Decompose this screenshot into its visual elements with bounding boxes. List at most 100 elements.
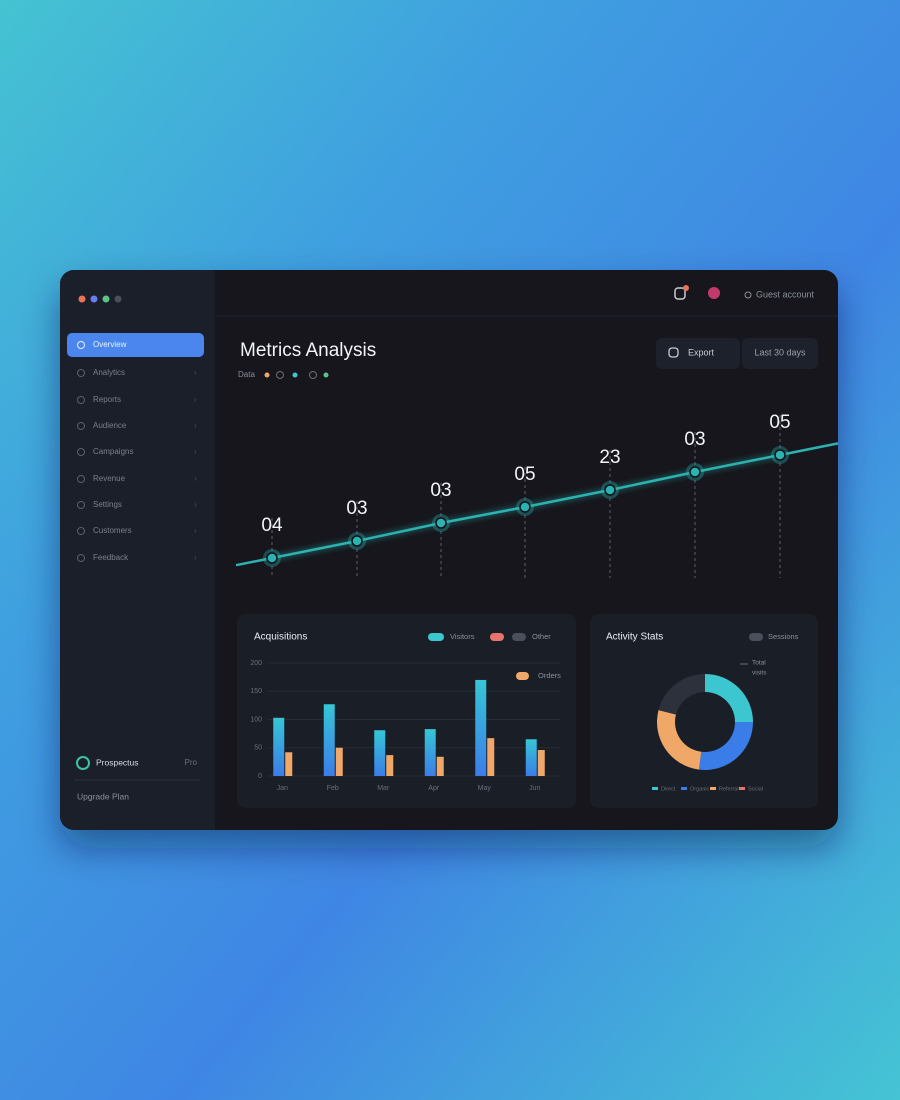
sidebar [60, 270, 215, 830]
bar [436, 756, 444, 776]
page-title: Metrics Analysis [240, 340, 376, 361]
x-tick-label: Mar [377, 785, 390, 792]
donut-panel [590, 614, 818, 808]
meta-dot [323, 372, 329, 378]
bar [273, 717, 285, 776]
user-name: Prospectus [96, 757, 139, 767]
nav-icon [77, 475, 85, 483]
nav-icon [77, 527, 85, 535]
y-tick-label: 200 [250, 660, 262, 667]
window-dot [102, 295, 110, 303]
legend-swatch [516, 672, 529, 680]
nav-label[interactable]: Campaigns [93, 447, 133, 456]
legend-label: Orders [538, 671, 561, 680]
point-label: 04 [261, 515, 283, 536]
nav-label[interactable]: Revenue [93, 474, 126, 483]
legend-swatch [428, 633, 444, 641]
nav-label[interactable]: Customers [93, 526, 132, 535]
nav-icon [77, 422, 85, 430]
nav-label[interactable]: Settings [93, 500, 122, 509]
export-icon [668, 347, 679, 358]
nav-chevron: › [194, 421, 197, 430]
page-meta: Data [238, 370, 255, 379]
account-name[interactable]: Guest account [756, 289, 815, 299]
upgrade-link[interactable]: Upgrade Plan [77, 791, 129, 801]
nav-label[interactable]: Overview [93, 340, 127, 349]
nav-label[interactable]: Audience [93, 421, 127, 430]
annotation: visits [752, 670, 767, 677]
nav-chevron: › [194, 526, 197, 535]
data-point [604, 484, 616, 496]
data-point [266, 552, 278, 564]
nav-icon [77, 448, 85, 456]
legend-label: Other [532, 632, 551, 641]
panel-title: Activity Stats [606, 632, 663, 643]
bell-icon[interactable] [674, 287, 686, 300]
y-tick-label: 50 [254, 745, 262, 752]
bar [285, 752, 293, 776]
avatar[interactable] [708, 287, 720, 299]
donut-segment [657, 710, 702, 770]
nav-chevron: › [194, 553, 197, 562]
button-label[interactable]: Export [688, 347, 715, 357]
window-dot [78, 295, 86, 303]
donut-segment [705, 674, 753, 722]
meta-dot [309, 371, 317, 379]
x-tick-label: Jun [529, 785, 540, 792]
export-button[interactable] [656, 338, 740, 369]
point-label: 05 [769, 412, 790, 433]
legend-label: Sessions [768, 632, 799, 641]
nav-label[interactable]: Analytics [93, 368, 125, 377]
bar [323, 704, 335, 776]
bar [525, 739, 537, 776]
nav-label[interactable]: Reports [93, 395, 121, 404]
nav-icon [77, 396, 85, 404]
nav-icon [77, 501, 85, 509]
nav-chevron: › [194, 447, 197, 456]
point-label: 03 [684, 429, 705, 450]
account-icon [744, 291, 752, 299]
meta-dot [264, 372, 270, 378]
y-tick-label: 100 [250, 716, 262, 723]
bar [374, 730, 386, 776]
bar-panel [237, 614, 576, 808]
legend-swatch [490, 633, 504, 641]
nav-label[interactable]: Feedback [93, 553, 129, 562]
user-badge: Pro [185, 758, 198, 767]
line-tail [779, 442, 839, 457]
donut-segment [658, 674, 705, 715]
button-label[interactable]: Last 30 days [754, 347, 806, 357]
legend-swatch [710, 787, 716, 790]
donut-segment [698, 722, 754, 771]
line-lead [235, 556, 273, 567]
bar [487, 738, 495, 776]
nav-icon [77, 341, 85, 349]
nav-chevron: › [194, 500, 197, 509]
meta-dot [276, 371, 284, 379]
bar [424, 729, 436, 776]
nav-icon [77, 369, 85, 377]
bar [386, 755, 394, 776]
data-point [774, 449, 786, 461]
legend-swatch [749, 633, 763, 641]
bar [335, 747, 343, 776]
meta-dot [292, 372, 298, 378]
legend-label: Organic [690, 786, 710, 792]
window-dot [90, 295, 98, 303]
legend-label: Visitors [450, 632, 475, 641]
legend-label: Direct [661, 786, 676, 792]
nav-chevron: › [194, 395, 197, 404]
point-label: 03 [346, 498, 367, 519]
bar [475, 679, 487, 776]
nav-item-active[interactable] [67, 333, 204, 357]
range-button[interactable] [742, 338, 818, 369]
x-tick-label: Feb [327, 785, 339, 792]
notification-dot [683, 285, 689, 291]
x-tick-label: Apr [428, 785, 440, 792]
window-dot [114, 295, 122, 303]
legend-label: Referral [719, 786, 739, 792]
panel-title: Acquisitions [254, 632, 307, 643]
legend-swatch [512, 633, 526, 641]
